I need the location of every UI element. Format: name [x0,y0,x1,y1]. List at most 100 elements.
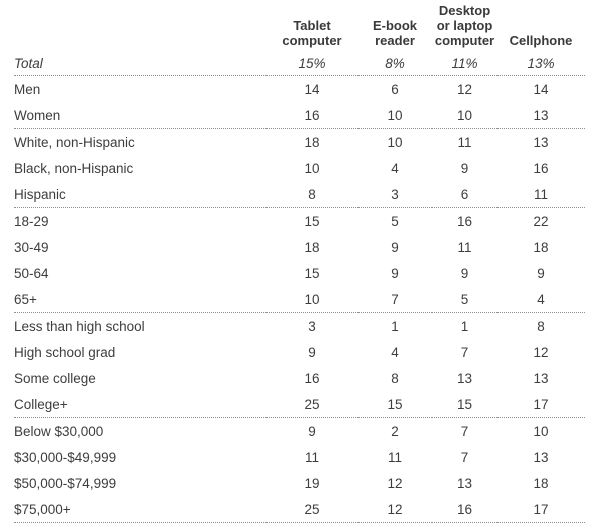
cell-value: 16 [456,213,473,229]
cell-value: 10 [432,102,497,129]
cell-value: 16 [533,160,549,176]
cell-value: 13 [533,449,549,465]
cell-value: 1 [460,318,469,334]
row-label: 65+ [14,286,266,313]
table-row: 65+ 10 7 5 4 [14,286,585,313]
cell-value: 7 [460,423,469,439]
cell-value: 12 [533,344,549,360]
cell-value: 5 [391,213,399,229]
cell-value: 11 [497,181,585,208]
cell-value: 15 [304,213,320,229]
cell-value: 3 [308,318,316,334]
total-value: 11% [432,52,497,76]
row-label-total: Total [14,52,266,76]
row-label: Men [14,81,41,97]
cell-value: 6 [391,81,399,97]
cell-value: 16 [304,370,320,386]
cell-value: 9 [460,160,469,176]
row-label: College+ [14,391,266,418]
group-education: Less than high school 3 1 1 8 High schoo… [14,313,585,418]
column-header-desktop-laptop: Desktop or laptop computer [434,3,495,48]
cell-value: 10 [266,286,358,313]
table-row: College+ 25 15 15 17 [14,391,585,418]
cell-value: 17 [497,496,585,523]
cell-value: 19 [304,475,320,491]
cell-value: 2 [391,423,399,439]
cell-value: 8 [391,370,399,386]
cell-value: 13 [456,370,473,386]
cell-value: 22 [533,213,549,229]
cell-value: 9 [308,423,316,439]
cell-value: 25 [266,391,358,418]
cell-value: 13 [533,370,549,386]
table-row: White, non-Hispanic 18 10 11 13 [14,129,585,156]
row-label: 30-49 [14,239,49,255]
total-value: 13% [497,52,585,76]
cell-value: 11 [457,134,472,150]
row-label: $50,000-$74,999 [14,475,117,491]
cell-value: 7 [460,449,469,465]
total-value: 15% [266,52,358,76]
table-row: 30-49 18 9 11 18 [14,234,585,260]
row-label: Hispanic [14,181,266,208]
table-row: Men 14 6 12 14 [14,76,585,103]
cell-value: 3 [358,181,432,208]
cell-value: 13 [497,102,585,129]
cell-value: 11 [387,449,402,465]
cell-value: 17 [497,391,585,418]
cell-value: 9 [460,265,469,281]
table-row: $30,000-$49,999 11 11 7 13 [14,444,585,470]
cell-value: 11 [304,449,319,465]
cell-value: 5 [432,286,497,313]
cell-value: 7 [358,286,432,313]
column-header-ebook-reader: E-book reader [372,18,418,48]
row-label: Less than high school [14,318,145,334]
cell-value: 13 [456,475,473,491]
column-header-tablet-computer: Tablet computer [282,18,342,48]
cell-value: 16 [266,102,358,129]
cell-value: 14 [533,81,549,97]
cell-value: 18 [533,239,549,255]
cell-value: 9 [537,265,545,281]
row-label: Some college [14,370,96,386]
table-row: $75,000+ 25 12 16 17 [14,496,585,523]
cell-value: 12 [387,475,403,491]
cell-value: 18 [533,475,549,491]
cell-value: 10 [533,423,549,439]
table-row: Black, non-Hispanic 10 4 9 16 [14,155,585,181]
cell-value: 10 [387,134,403,150]
cell-value: 15 [304,265,320,281]
cell-value: 12 [358,496,432,523]
group-race-ethnicity: White, non-Hispanic 18 10 11 13 Black, n… [14,129,585,208]
cell-value: 8 [266,181,358,208]
row-label: 18-29 [14,213,49,229]
table-row: 18-29 15 5 16 22 [14,208,585,235]
table-row: $50,000-$74,999 19 12 13 18 [14,470,585,496]
total-row: Total 15% 8% 11% 13% [14,52,585,76]
row-label: 50-64 [14,265,49,281]
cell-value: 8 [537,318,545,334]
group-gender: Men 14 6 12 14 Women 16 10 10 13 [14,76,585,129]
cell-value: 6 [432,181,497,208]
cell-value: 18 [304,134,320,150]
cell-value: 9 [391,265,399,281]
cell-value: 4 [391,160,399,176]
cell-value: 1 [391,318,399,334]
cell-value: 10 [304,160,320,176]
column-header-cellphone: Cellphone [509,33,573,48]
cell-value: 16 [432,496,497,523]
group-age: 18-29 15 5 16 22 30-49 18 9 11 18 50-64 … [14,208,585,313]
table-row: 50-64 15 9 9 9 [14,260,585,286]
table-row: Less than high school 3 1 1 8 [14,313,585,340]
row-label: $30,000-$49,999 [14,449,117,465]
cell-value: 13 [533,134,549,150]
table-row: Some college 16 8 13 13 [14,365,585,391]
cell-value: 11 [457,239,472,255]
row-label: $75,000+ [14,496,266,523]
group-income: Below $30,000 9 2 7 10 $30,000-$49,999 1… [14,418,585,523]
cell-value: 9 [308,344,316,360]
header-spacer [14,3,266,52]
cell-value: 15 [432,391,497,418]
row-label: White, non-Hispanic [14,134,135,150]
